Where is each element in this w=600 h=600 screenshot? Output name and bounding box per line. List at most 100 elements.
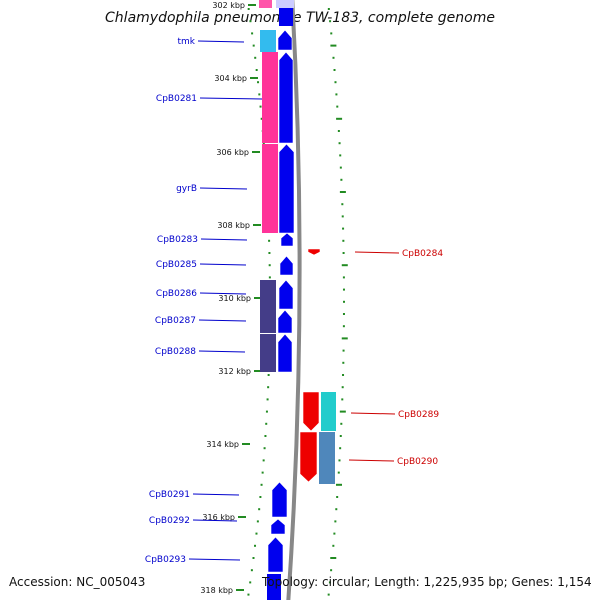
gene-arrow-cpb0287: [277, 309, 293, 334]
kbp-tick: [252, 151, 260, 153]
gene-label-cpb0283: CpB0283: [157, 235, 198, 245]
gene-label-cpb0288: CpB0288: [155, 347, 196, 357]
outer-tick-mark: [341, 337, 348, 340]
outer-tick-mark: [342, 361, 345, 364]
inner-tick-mark: [264, 435, 267, 437]
map-title: Chlamydophila pneumoniae TW-183, complet…: [105, 10, 495, 26]
outer-tick-mark: [342, 239, 345, 242]
outer-tick-mark: [341, 398, 344, 401]
inner-tick-mark: [262, 142, 265, 145]
outer-tick-mark: [342, 313, 345, 315]
gene-label-gyrb: gyrB: [176, 184, 197, 194]
leader-line-gyrb: [199, 187, 248, 190]
leader-line-cpb0287: [198, 319, 247, 322]
inner-tick-mark: [265, 410, 268, 413]
leader-line-cpb0289: [350, 412, 396, 415]
outer-tick-mark: [339, 435, 342, 437]
cog-block-cpb0281: [262, 52, 278, 143]
leader-line-cpb0291: [192, 493, 240, 496]
inner-tick-mark: [249, 20, 252, 23]
outer-tick-mark: [342, 374, 345, 376]
outer-tick-mark: [341, 215, 344, 218]
outer-tick-mark: [335, 483, 342, 486]
outer-tick-mark: [341, 203, 344, 206]
gene-arrow-cpb0293: [267, 536, 284, 573]
outer-tick-mark: [342, 300, 345, 303]
inner-tick-mark: [250, 569, 253, 572]
cog-block-cpb0290: [319, 432, 335, 484]
gene-label-cpb0286: CpB0286: [156, 289, 197, 299]
outer-tick-mark: [342, 276, 345, 279]
outer-tick-mark: [330, 569, 333, 572]
outer-tick-mark: [334, 81, 337, 84]
outer-tick-mark: [327, 8, 330, 10]
inner-tick-mark: [265, 422, 268, 425]
cog-block-cpb0288: [260, 334, 276, 372]
outer-tick-mark: [337, 471, 340, 474]
inner-tick-mark: [262, 459, 265, 462]
gene-label-cpb0287: CpB0287: [155, 316, 196, 326]
gene-label-cpb0284: CpB0284: [402, 249, 443, 259]
outer-tick-mark: [340, 422, 343, 425]
kbp-label: 302 kbp: [212, 1, 245, 10]
gene-label-cpb0290: CpB0290: [397, 457, 438, 467]
gene-arrow-cpb0284: [307, 248, 321, 256]
inner-tick-mark: [260, 483, 263, 486]
leader-line-cpb0286: [199, 292, 247, 295]
gene-label-tmk: tmk: [177, 37, 195, 47]
kbp-label: 308 kbp: [217, 221, 250, 230]
gene-label-cpb0292: CpB0292: [149, 516, 190, 526]
leader-line-tmk: [197, 40, 245, 43]
gene-label-cpb0293: CpB0293: [145, 555, 186, 565]
outer-tick-mark: [336, 105, 339, 108]
gene-block-top: [276, 0, 294, 8]
inner-tick-mark: [252, 557, 255, 559]
outer-tick-mark: [341, 386, 344, 389]
inner-tick-mark: [247, 593, 250, 596]
kbp-tick: [250, 77, 258, 79]
inner-tick-mark: [266, 398, 269, 401]
inner-tick-mark: [257, 81, 260, 84]
gene-arrow-cpb0289: [302, 391, 320, 432]
outer-tick-mark: [332, 544, 335, 547]
gene-arrow-gyrb: [278, 143, 295, 234]
kbp-label: 318 kbp: [200, 586, 233, 595]
gene-label-cpb0285: CpB0285: [156, 260, 197, 270]
outer-tick-mark: [339, 410, 346, 413]
outer-tick-mark: [328, 581, 331, 584]
cog-block-gyrb: [262, 144, 278, 233]
outer-tick-mark: [338, 142, 341, 145]
gene-arrow-cpb0283: [280, 232, 294, 247]
outer-tick-mark: [338, 459, 341, 462]
inner-tick-mark: [249, 581, 252, 584]
gene-arrow-cpb0292: [270, 518, 286, 535]
gene-arrow-tmk: [277, 29, 293, 51]
gene-label-cpb0289: CpB0289: [398, 410, 439, 420]
inner-tick-mark: [267, 386, 270, 389]
kbp-label: 304 kbp: [214, 74, 247, 83]
outer-tick-mark: [342, 349, 345, 352]
outer-tick-mark: [342, 325, 345, 328]
outer-tick-mark: [342, 227, 345, 230]
kbp-label: 314 kbp: [206, 440, 239, 449]
cog-block-top: [259, 0, 272, 8]
outer-tick-mark: [339, 191, 346, 193]
gene-arrow-partial-top: [279, 8, 293, 26]
kbp-tick: [254, 297, 262, 299]
outer-tick-mark: [330, 44, 337, 47]
inner-tick-mark: [259, 105, 262, 108]
inner-tick-mark: [255, 69, 258, 71]
kbp-tick: [254, 370, 262, 372]
inner-tick-mark: [268, 252, 271, 254]
inner-tick-mark: [260, 117, 263, 120]
outer-tick-mark: [339, 447, 342, 450]
outer-tick-mark: [330, 32, 333, 35]
gene-label-cpb0281: CpB0281: [156, 94, 197, 104]
inner-tick-mark: [252, 44, 255, 47]
gene-arrow-partial-bottom: [267, 574, 281, 600]
kbp-tick: [253, 224, 261, 226]
inner-tick-mark: [259, 496, 262, 498]
outer-tick-mark: [335, 508, 338, 511]
kbp-tick: [242, 443, 250, 445]
